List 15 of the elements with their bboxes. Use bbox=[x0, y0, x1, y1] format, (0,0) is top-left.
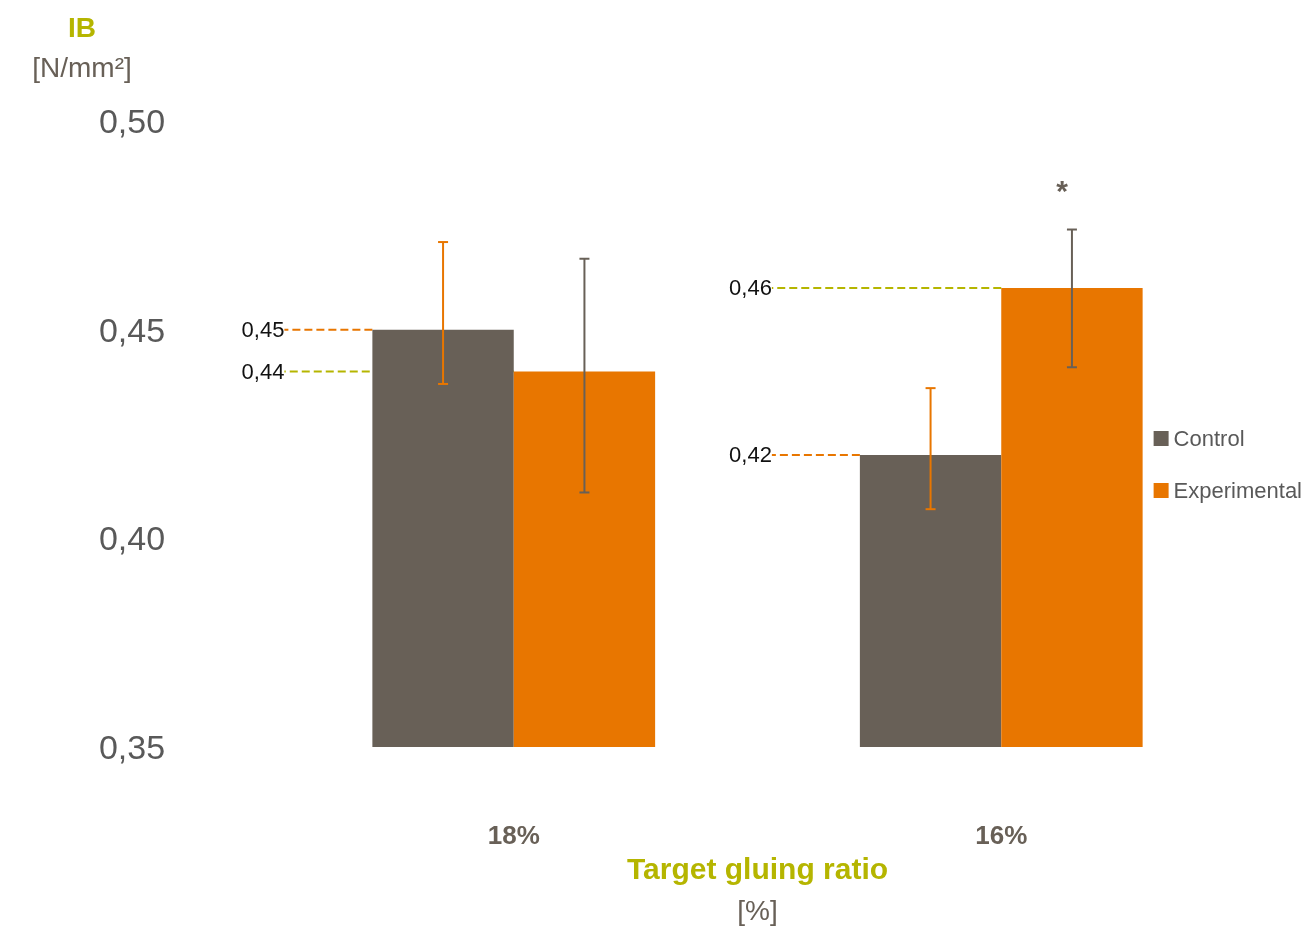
x-axis-title: Target gluing ratio [%] bbox=[626, 851, 889, 926]
y-tick-label: 0,50 bbox=[98, 102, 166, 140]
data-label: 0,46 bbox=[729, 275, 772, 301]
legend-label: Experimental bbox=[1173, 478, 1302, 503]
annotation: * bbox=[1056, 173, 1069, 207]
x-tick-label: 16% bbox=[975, 820, 1028, 851]
data-label: 0,45 bbox=[241, 317, 285, 343]
y-tick-label: 0,45 bbox=[98, 310, 166, 349]
y-tick-label: 0,35 bbox=[98, 728, 166, 767]
data-label: 0,44 bbox=[241, 358, 285, 384]
legend-label: Control bbox=[1173, 426, 1245, 451]
y-tick-label: 0,40 bbox=[98, 519, 166, 558]
data-label: 0,42 bbox=[729, 442, 772, 468]
y-axis-title: IB [N/mm²] bbox=[32, 11, 132, 83]
x-tick-label: 18% bbox=[487, 820, 540, 851]
